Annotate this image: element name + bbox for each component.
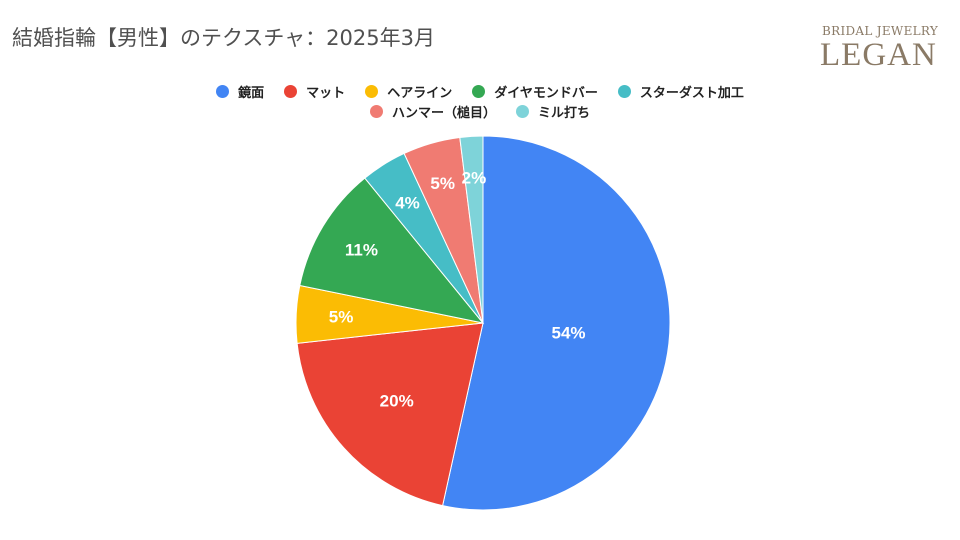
legend-row: 鏡面 マット ヘアライン ダイヤモンドバー スターダスト加工 [0, 82, 960, 101]
legend-item[interactable]: 鏡面 [216, 82, 264, 101]
legend-label: ダイヤモンドバー [494, 85, 598, 101]
slice-percent-label: 4% [395, 194, 420, 213]
legend-swatch [216, 84, 230, 98]
legend-swatch [369, 104, 383, 118]
chart-legend: 鏡面 マット ヘアライン ダイヤモンドバー スターダスト加工ハンマー（槌目） ミル打ち [0, 82, 960, 122]
slice-percent-label: 5% [430, 174, 455, 193]
logo-top-text: BRIDAL JEWELRY [822, 24, 939, 38]
slice-percent-label: 2% [462, 168, 487, 187]
legend-item[interactable]: ダイヤモンドバー [472, 82, 598, 101]
legend-swatch [365, 84, 379, 98]
legend-item[interactable]: ハンマー（槌目） [369, 102, 496, 121]
legend-swatch [516, 104, 529, 118]
legend-label: スターダスト加工 [639, 85, 744, 101]
legend-label: マット [306, 85, 346, 101]
pie-slice[interactable] [459, 135, 484, 324]
slice-percent-label: 11% [345, 240, 378, 259]
chart-title: 結婚指輪【男性】のテクスチャ：2025年3月 [12, 26, 435, 50]
legend-row: ハンマー（槌目） ミル打ち [0, 102, 960, 121]
legend-swatch [472, 84, 486, 98]
slice-percent-label: 5% [329, 307, 354, 326]
legend-label: ハンマー（槌目） [391, 105, 496, 121]
legend-swatch [284, 84, 298, 98]
logo-main-text: LEGAN [820, 37, 937, 73]
legend-item[interactable]: マット [284, 82, 345, 101]
slice-percent-label: 20% [380, 391, 414, 410]
legend-item[interactable]: ミル打ち [516, 102, 590, 121]
legend-label: ミル打ち [538, 105, 591, 121]
legend-item[interactable]: ヘアライン [365, 82, 452, 101]
pie-slice[interactable] [296, 322, 484, 507]
legend-label: ヘアライン [387, 85, 453, 101]
pie-slice[interactable] [299, 177, 485, 324]
legend-item[interactable]: スターダスト加工 [617, 82, 744, 101]
legend-label: 鏡面 [238, 85, 265, 101]
bridal-jewelry-legan-logo: BRIDAL JEWELRY LEGAN [818, 18, 938, 74]
slice-percent-label: 54% [551, 323, 585, 342]
legend-swatch [617, 84, 631, 98]
pie-slice[interactable] [442, 135, 671, 511]
